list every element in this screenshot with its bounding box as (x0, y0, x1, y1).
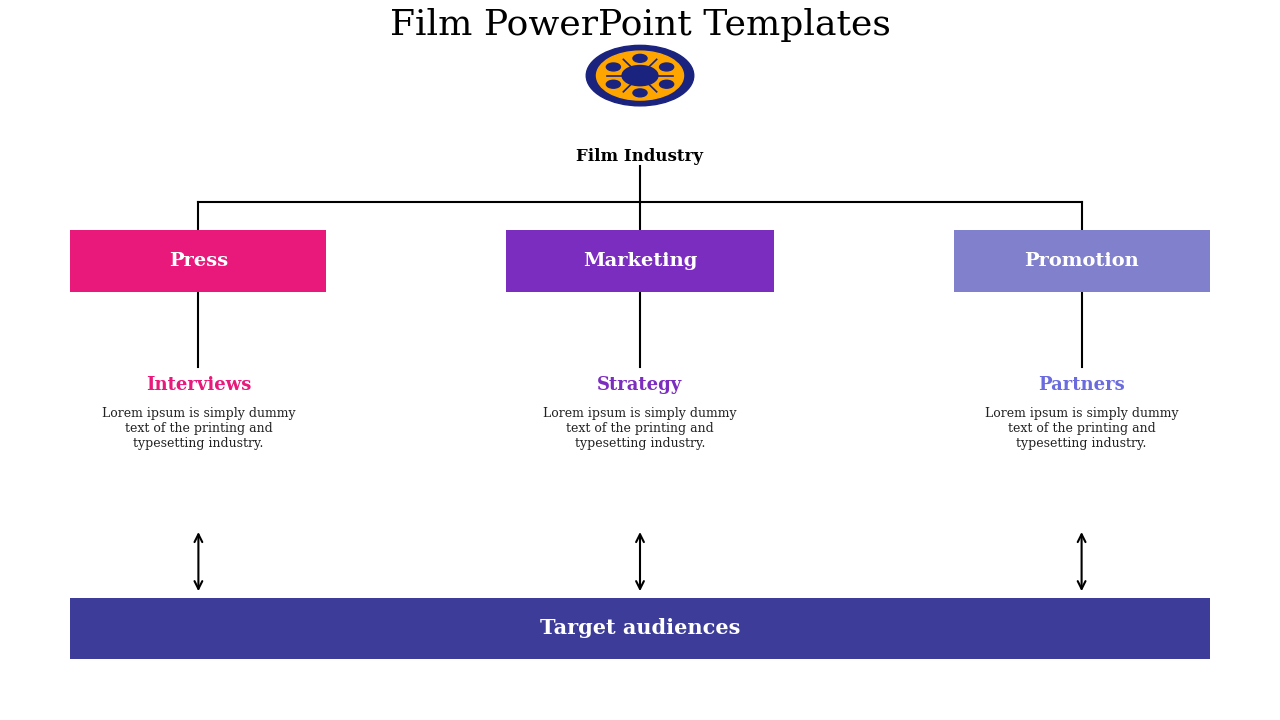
Circle shape (607, 80, 621, 89)
Circle shape (634, 89, 646, 97)
Circle shape (596, 51, 684, 100)
Text: Target audiences: Target audiences (540, 618, 740, 638)
Text: Marketing: Marketing (582, 252, 698, 270)
Text: Press: Press (169, 252, 228, 270)
Circle shape (659, 63, 673, 71)
Text: Film Industry: Film Industry (576, 148, 704, 165)
Text: Strategy: Strategy (598, 376, 682, 395)
Circle shape (622, 66, 658, 86)
Text: Lorem ipsum is simply dummy
text of the printing and
typesetting industry.: Lorem ipsum is simply dummy text of the … (543, 407, 737, 450)
FancyBboxPatch shape (70, 598, 1210, 659)
FancyBboxPatch shape (70, 230, 326, 292)
Circle shape (586, 45, 694, 106)
Text: Partners: Partners (1038, 376, 1125, 395)
Text: Lorem ipsum is simply dummy
text of the printing and
typesetting industry.: Lorem ipsum is simply dummy text of the … (101, 407, 296, 450)
Circle shape (659, 80, 673, 89)
Text: Promotion: Promotion (1024, 252, 1139, 270)
FancyBboxPatch shape (506, 230, 774, 292)
Circle shape (634, 54, 646, 62)
Text: Film PowerPoint Templates: Film PowerPoint Templates (389, 8, 891, 42)
FancyBboxPatch shape (954, 230, 1210, 292)
Circle shape (607, 63, 621, 71)
Text: Lorem ipsum is simply dummy
text of the printing and
typesetting industry.: Lorem ipsum is simply dummy text of the … (984, 407, 1179, 450)
Text: Interviews: Interviews (146, 376, 251, 395)
